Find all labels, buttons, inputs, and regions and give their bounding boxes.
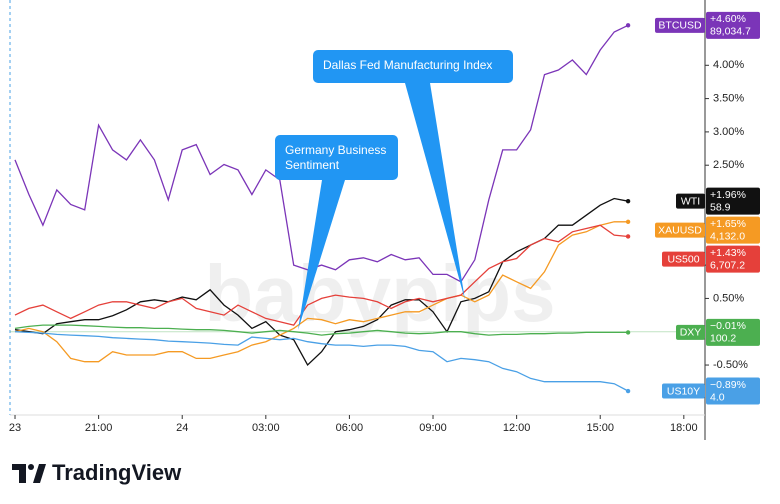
badge-change: +4.60% [710,13,746,25]
badge-change: −0.89% [710,379,746,391]
x-tick-label: 18:00 [670,422,698,434]
y-tick-label: 4.00% [713,59,744,71]
badge-value-box [706,318,760,346]
x-tick-label: 15:00 [586,422,614,434]
badge-value-box [706,11,760,39]
badge-value-box [706,245,760,273]
x-tick-label: 24 [176,422,188,434]
annotation-pointer [405,83,465,300]
x-tick-label: 09:00 [419,422,447,434]
badge-price: 4,132.0 [710,230,745,242]
badge-name-box [676,193,705,209]
badge-change: +1.96% [710,189,746,201]
brand: TradingView [52,460,182,485]
x-tick-label: 12:00 [503,422,531,434]
badge-change: +1.43% [710,247,746,259]
badge-price: 4.0 [710,391,725,403]
series-line [14,197,629,367]
badge-name-box [676,324,705,340]
legend-entry: US500 [667,253,699,265]
badge-value-box [706,216,760,244]
badge-change: −0.01% [710,320,746,332]
series-line [14,221,629,363]
x-tick-label: 03:00 [252,422,280,434]
last-point [625,219,631,225]
last-point [625,234,631,239]
badge-name-box [662,251,705,267]
y-tick-label: -0.50% [713,359,748,371]
annotation: Dallas Fed Manufacturing Index [313,50,513,83]
badge-value-box [706,187,760,215]
series-line [14,224,629,326]
annotation: Germany Business Sentiment [275,135,398,180]
logo [12,464,46,483]
legend-entry: XAUUSD [658,224,702,236]
x-tick-label: 06:00 [336,422,364,434]
y-tick-label: 3.00% [713,126,744,138]
badge-name-box [655,17,705,33]
last-point [625,198,631,204]
badge-change: +1.65% [710,218,746,230]
badge-price: 89,034.7 [710,26,751,38]
legend-entry: BTCUSD [658,20,702,32]
series-line [14,331,629,392]
badge-price: 100.2 [710,333,736,345]
last-point [625,23,631,28]
badge-name-box [655,222,705,238]
legend-entry: DXY [680,327,702,339]
y-tick-label: 3.50% [713,93,744,105]
last-point [625,388,631,394]
legend-entry: WTI [681,195,700,207]
badge-value-box [706,377,760,405]
y-tick-label: 0.50% [713,292,744,304]
badge-price: 6,707.2 [710,259,745,271]
x-tick-label: 21:00 [85,422,113,434]
y-tick-label: 2.50% [713,159,744,171]
badge-price: 58.9 [710,201,731,213]
badge-name-box [662,383,705,399]
annotation-pointer [298,180,345,330]
series-line [14,24,629,283]
last-point [625,330,631,335]
series-line [14,324,629,336]
legend-entry: US10Y [667,385,700,397]
x-tick-label: 23 [9,422,21,434]
